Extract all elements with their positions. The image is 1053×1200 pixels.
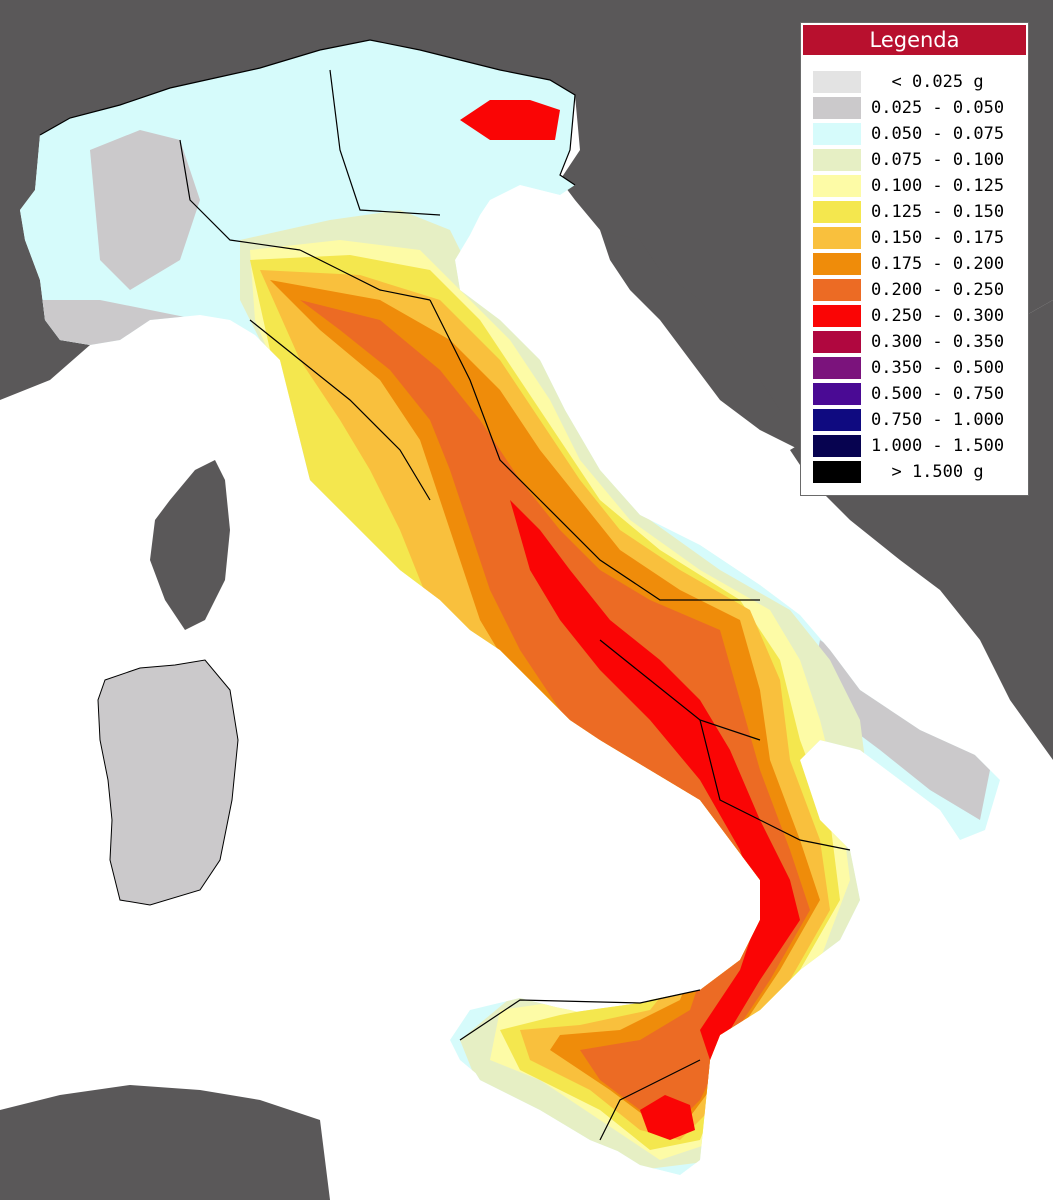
legend-item: 0.500 - 0.750 <box>813 383 1023 409</box>
legend-swatch <box>813 253 861 275</box>
corsica-island <box>150 460 230 630</box>
legend-item: 0.250 - 0.300 <box>813 305 1023 331</box>
legend-swatch <box>813 383 861 405</box>
legend-item: 0.175 - 0.200 <box>813 253 1023 279</box>
legend-item: 0.750 - 1.000 <box>813 409 1023 435</box>
legend-label: 0.100 - 0.125 <box>871 176 1005 196</box>
legend-item: < 0.025 g <box>813 71 1023 97</box>
legend-swatch <box>813 357 861 379</box>
legend-label: 0.025 - 0.050 <box>871 98 1005 118</box>
legend-label: 1.000 - 1.500 <box>871 436 1005 456</box>
legend-swatch <box>813 71 861 93</box>
legend-swatch <box>813 123 861 145</box>
legend-label: < 0.025 g <box>871 72 984 92</box>
legend-item: 0.350 - 0.500 <box>813 357 1023 383</box>
legend-label: 0.150 - 0.175 <box>871 228 1005 248</box>
legend-label: 0.250 - 0.300 <box>871 306 1005 326</box>
legend-item: 0.125 - 0.150 <box>813 201 1023 227</box>
legend-item: 0.100 - 0.125 <box>813 175 1023 201</box>
legend-title: Legenda <box>803 25 1026 55</box>
legend-label: 0.200 - 0.250 <box>871 280 1005 300</box>
zone-0-025-0-050-apulia <box>810 640 990 820</box>
legend-swatch <box>813 435 861 457</box>
region-borders <box>39 39 851 1141</box>
legend-swatch <box>813 409 861 431</box>
tunisia-landmass <box>0 1085 330 1200</box>
legend-swatch <box>813 279 861 301</box>
legend-label: 0.500 - 0.750 <box>871 384 1005 404</box>
legend-label: 0.125 - 0.150 <box>871 202 1005 222</box>
zone-0-250-0-300-sicily <box>640 1095 695 1140</box>
legend-label: 0.750 - 1.000 <box>871 410 1005 430</box>
legend-swatch <box>813 305 861 327</box>
zone-0-025-0-050-alps <box>90 130 200 290</box>
legend-label: > 1.500 g <box>871 462 984 482</box>
legend-items: < 0.025 g 0.025 - 0.050 0.050 - 0.075 0.075… <box>813 71 1023 487</box>
legend-label: 0.075 - 0.100 <box>871 150 1005 170</box>
legend-swatch <box>813 149 861 171</box>
legend-item: 0.150 - 0.175 <box>813 227 1023 253</box>
legend-swatch <box>813 175 861 197</box>
legend-label: 0.350 - 0.500 <box>871 358 1005 378</box>
legend-swatch <box>813 331 861 353</box>
legend-swatch <box>813 227 861 249</box>
alps-north-landmass <box>0 0 1053 450</box>
legend-item: 0.025 - 0.050 <box>813 97 1023 123</box>
legend-item: 0.075 - 0.100 <box>813 149 1023 175</box>
legend-item: > 1.500 g <box>813 461 1023 487</box>
legend-item: 0.300 - 0.350 <box>813 331 1023 357</box>
zone-0-250-0-300-friuli <box>460 100 560 140</box>
legend-label: 0.050 - 0.075 <box>871 124 1005 144</box>
legend-label: 0.300 - 0.350 <box>871 332 1005 352</box>
legend-item: 1.000 - 1.500 <box>813 435 1023 461</box>
zone-0-250-0-300 <box>510 500 800 1060</box>
legend-swatch <box>813 201 861 223</box>
legend-item: 0.050 - 0.075 <box>813 123 1023 149</box>
legend-item: 0.200 - 0.250 <box>813 279 1023 305</box>
legend-swatch <box>813 97 861 119</box>
legend-panel: Legenda < 0.025 g 0.025 - 0.050 0.050 - 0.… <box>800 22 1029 496</box>
legend-swatch <box>813 461 861 483</box>
sardinia-island <box>97 659 239 906</box>
croatia-islands <box>600 230 780 430</box>
legend-label: 0.175 - 0.200 <box>871 254 1005 274</box>
